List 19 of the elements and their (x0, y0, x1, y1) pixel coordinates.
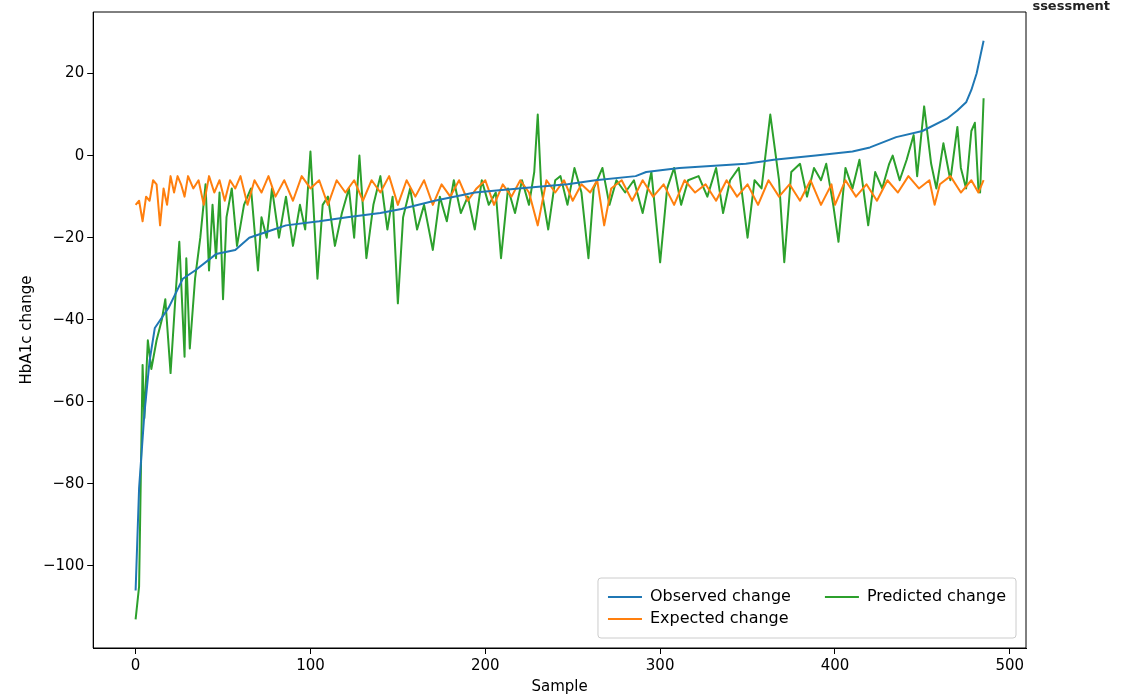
y-tick-label: −60 (52, 391, 85, 410)
y-tick-label: −100 (43, 555, 85, 574)
x-axis-title: Sample (531, 676, 588, 695)
y-tick-label: −80 (52, 473, 85, 492)
x-tick-label: 100 (296, 655, 325, 674)
text: ssessment (1032, 0, 1110, 13)
x-tick-label: 200 (470, 655, 500, 674)
x-tick-label: 400 (820, 655, 850, 674)
legend-label: Predicted change (866, 586, 1006, 606)
y-tick-label: −40 (52, 309, 85, 328)
x-tick-label: 0 (130, 655, 141, 674)
x-tick-label: 300 (645, 655, 675, 674)
y-tick-label: −20 (52, 227, 85, 246)
legend-label: Expected change (649, 608, 789, 628)
x-tick-label: 500 (995, 655, 1025, 674)
y-tick-label: 20 (65, 63, 85, 82)
y-axis-title: HbA1c change (16, 275, 35, 385)
legend-label: Observed change (649, 586, 791, 606)
y-tick-label: 0 (74, 145, 85, 164)
